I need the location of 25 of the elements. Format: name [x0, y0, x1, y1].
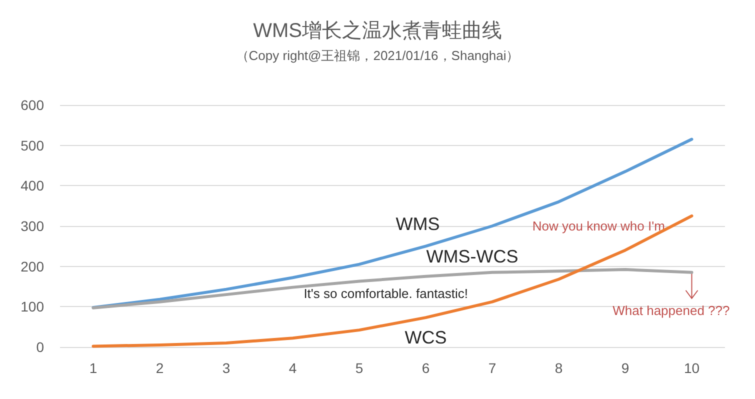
x-tick-label: 2 [156, 360, 164, 376]
x-tick-label: 3 [222, 360, 230, 376]
x-tick-label: 8 [554, 360, 563, 376]
series-label: WMS-WCS [426, 246, 518, 266]
y-tick-label: 400 [20, 178, 44, 194]
chart-title: WMS增长之温水煮青蛙曲线 [253, 20, 502, 42]
annotation: What happened ??? [612, 302, 730, 318]
annotation: It's so comfortable. fantastic! [304, 286, 468, 301]
x-tick-label: 7 [488, 360, 496, 376]
y-tick-label: 100 [20, 298, 44, 315]
x-tick-label: 5 [355, 360, 364, 376]
y-tick-label: 500 [20, 137, 44, 154]
y-tick-label: 0 [36, 339, 44, 355]
y-tick-label: 300 [20, 218, 44, 234]
series-label: WMS [396, 214, 440, 234]
x-tick-label: 10 [684, 360, 700, 376]
x-tick-label: 4 [288, 360, 297, 376]
x-tick-label: 1 [89, 360, 98, 376]
x-tick-label: 6 [422, 360, 430, 376]
x-tick-label: 9 [621, 360, 630, 376]
series-label: WCS [404, 328, 447, 348]
y-tick-label: 200 [20, 258, 44, 274]
chart-subtitle: （Copy right@王祖锦，2021/01/16，Shanghai） [236, 48, 520, 63]
annotation: Now you know who I'm [532, 218, 665, 234]
y-tick-label: 600 [20, 97, 44, 113]
